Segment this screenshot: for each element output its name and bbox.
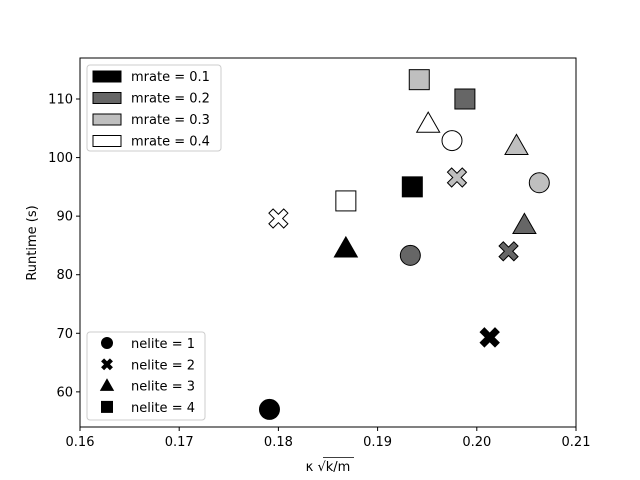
marker-legend-symbol — [101, 337, 113, 349]
marker-legend-symbol — [99, 378, 115, 391]
color-legend-box — [86, 64, 222, 152]
marker-legend-label: nelite = 3 — [131, 380, 195, 395]
color-legend-label: mrate = 0.1 — [131, 70, 210, 85]
x-tick-label: 0.16 — [66, 435, 95, 450]
color-legend-swatch — [92, 92, 122, 104]
y-axis-ticks: 60 70 80 90 100 110 — [48, 93, 80, 400]
color-legend-label: mrate = 0.4 — [131, 135, 210, 150]
marker-legend-label: nelite = 2 — [131, 358, 195, 373]
x-axis-ticks: 0.16 0.17 0.18 0.19 0.20 0.21 — [66, 427, 591, 450]
y-tick-label: 90 — [56, 210, 73, 225]
data-point — [446, 167, 468, 188]
marker-legend-box — [86, 331, 206, 421]
color-legend-swatch — [92, 135, 122, 147]
data-point — [268, 208, 289, 229]
color-legend-label: mrate = 0.3 — [131, 113, 210, 128]
y-axis-label: Runtime (s) — [25, 205, 40, 280]
data-point — [333, 235, 359, 258]
marker-legend-label: nelite = 1 — [131, 337, 195, 352]
y-tick-label: 100 — [48, 151, 73, 166]
data-point — [399, 244, 421, 266]
marker-legend: nelite = 1 nelite = 2 nelite = 3 nelite = 4 — [86, 331, 206, 421]
data-point — [441, 130, 463, 152]
x-tick-label: 0.17 — [165, 435, 194, 450]
x-tick-label: 0.19 — [363, 435, 392, 450]
data-points — [258, 69, 550, 420]
data-point — [528, 172, 550, 194]
data-point — [512, 212, 537, 235]
y-tick-label: 70 — [56, 327, 73, 342]
data-point — [415, 111, 441, 133]
x-tick-label: 0.21 — [562, 435, 591, 450]
data-point — [401, 176, 423, 198]
marker-legend-symbol — [101, 400, 113, 413]
data-point — [498, 241, 519, 262]
x-tick-label: 0.18 — [264, 435, 293, 450]
plot-frame — [79, 57, 577, 428]
color-legend-label: mrate = 0.2 — [131, 92, 210, 107]
data-point — [454, 88, 476, 110]
data-point — [335, 190, 357, 212]
y-tick-label: 80 — [56, 268, 73, 283]
x-tick-label: 0.20 — [462, 435, 491, 450]
data-point — [504, 133, 529, 155]
data-point — [408, 69, 430, 91]
data-point — [479, 327, 500, 348]
y-tick-label: 110 — [48, 93, 73, 108]
marker-legend-label: nelite = 4 — [131, 401, 195, 416]
x-axis-label: κ √k/m — [306, 460, 351, 475]
color-legend: mrate = 0.1 mrate = 0.2 mrate = 0.3 mrate =… — [86, 64, 222, 152]
color-legend-swatch — [92, 113, 122, 126]
color-legend-swatch — [92, 70, 122, 83]
data-point — [258, 398, 280, 420]
marker-legend-symbol — [101, 358, 113, 371]
y-tick-label: 60 — [56, 385, 73, 400]
